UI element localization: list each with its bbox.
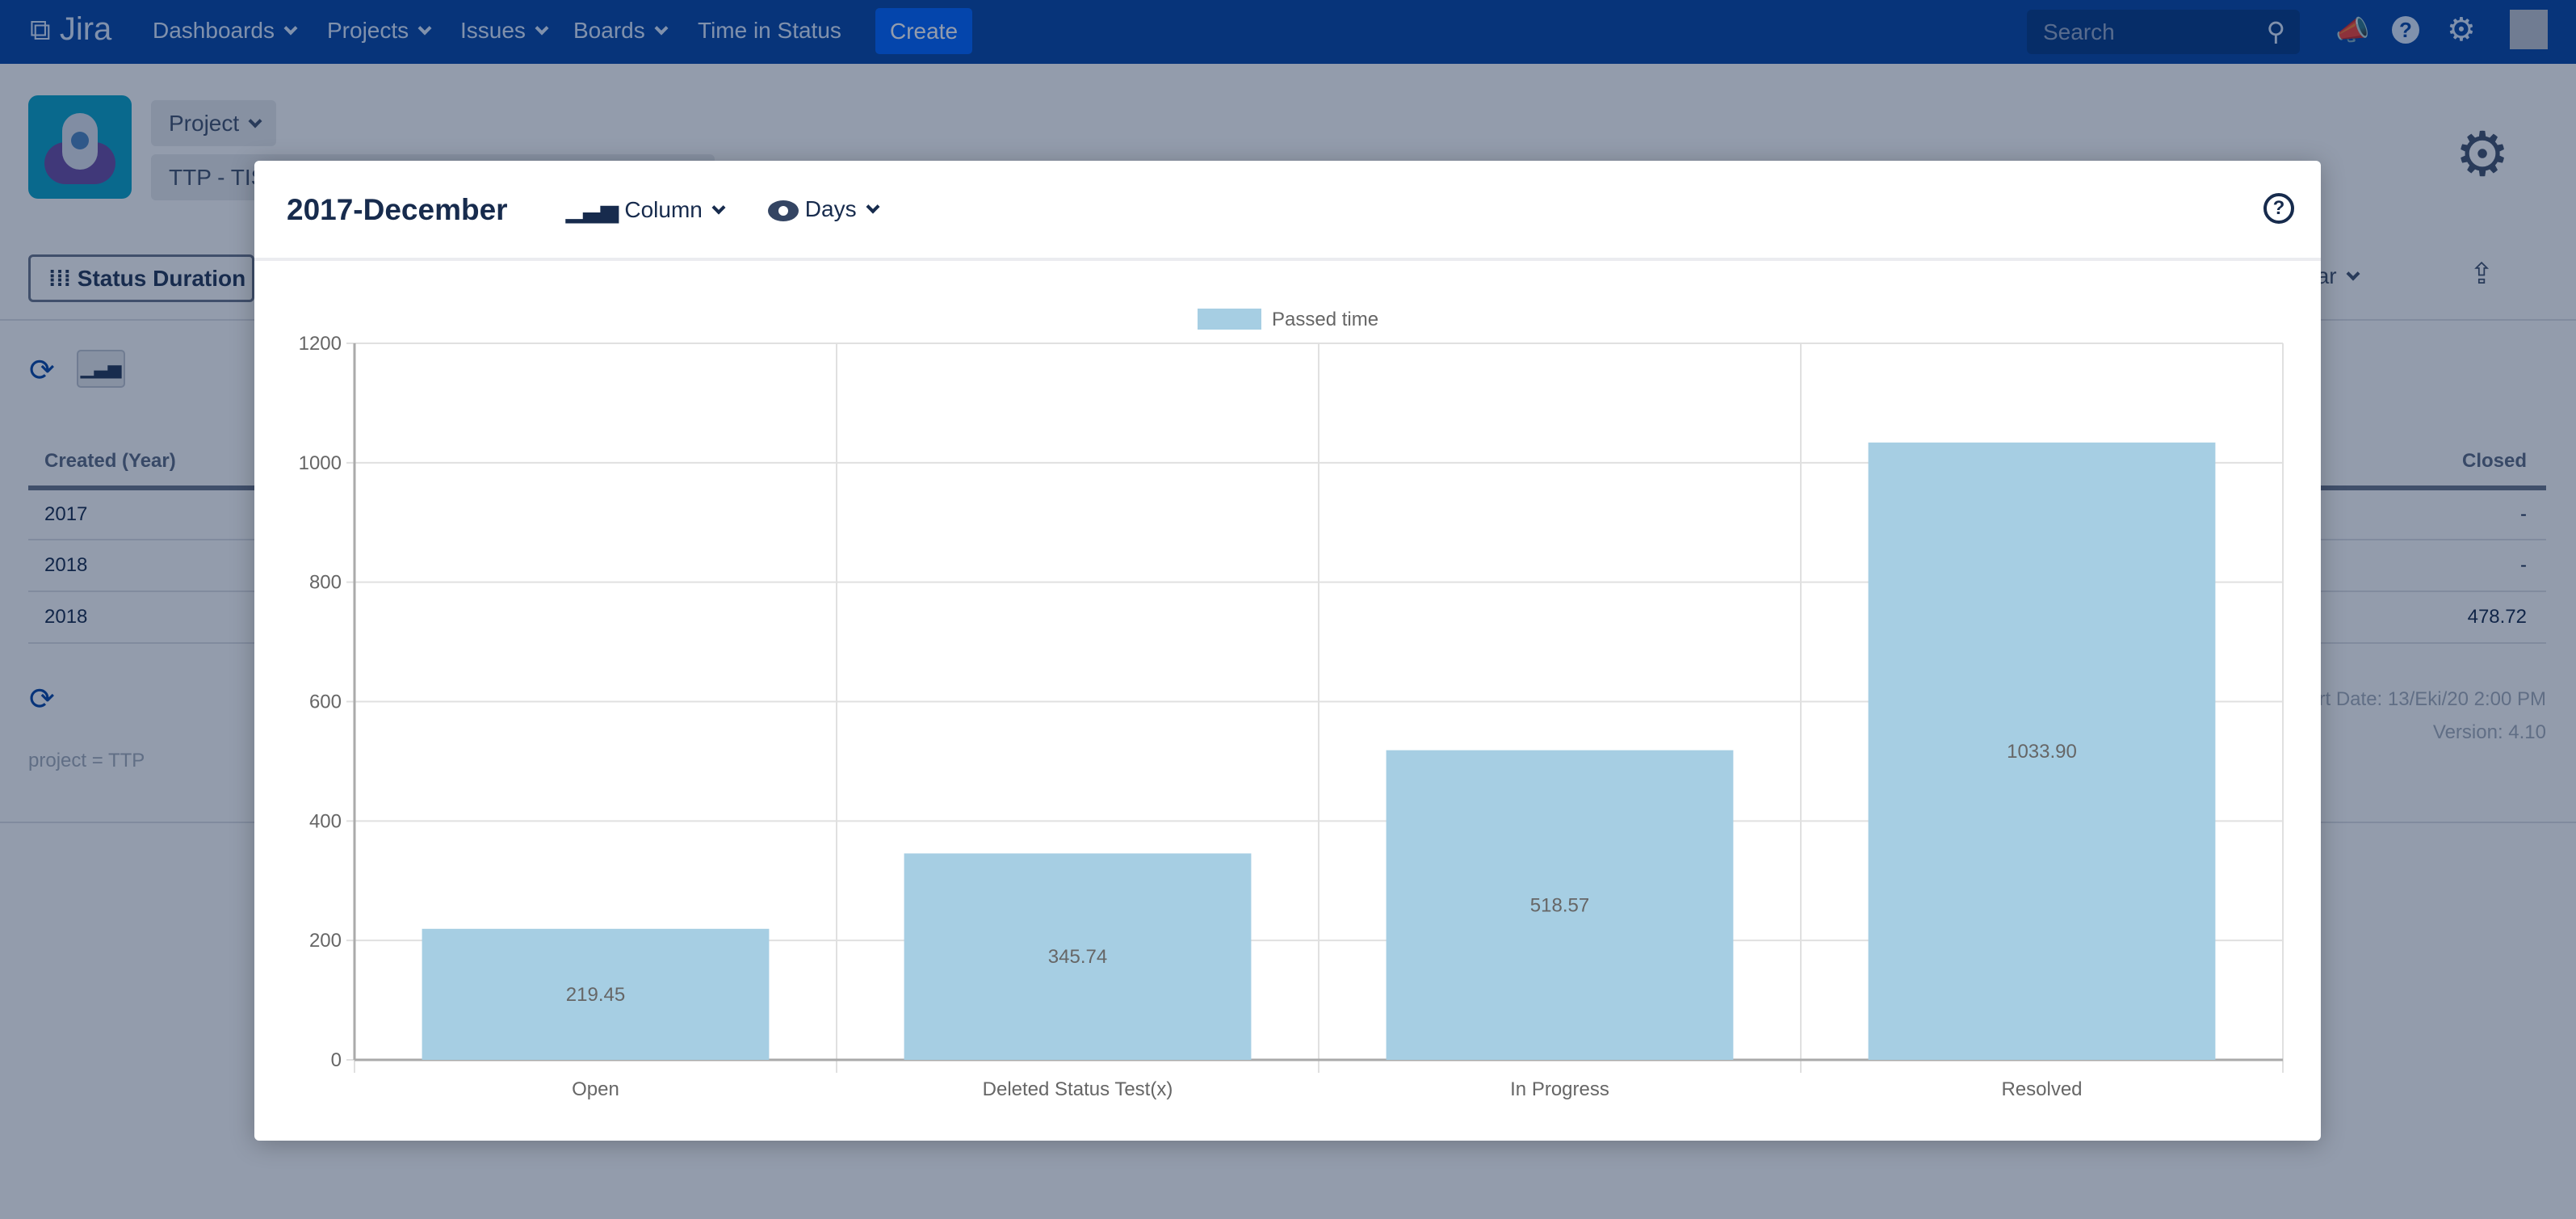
status-duration-button[interactable]: ⁞⁞⁞ Status Duration xyxy=(28,254,254,302)
chart-view-button[interactable]: ▁▃▅ xyxy=(77,350,125,388)
nav-issues[interactable]: Issues xyxy=(460,18,549,44)
chart-modal: 2017-December ▁▃▅ Column Days ? 0 200 400 6… xyxy=(254,161,2321,1141)
x-tick-label: Deleted Status Test(x) xyxy=(983,1078,1173,1100)
bar xyxy=(1386,750,1734,1060)
settings-gear-icon[interactable]: ⚙ xyxy=(2455,120,2511,189)
y-tick-label: 1000 xyxy=(299,452,342,474)
refresh-icon[interactable]: ⟳ xyxy=(29,683,55,717)
x-tick-label: In Progress xyxy=(1510,1078,1609,1100)
data-label: 345.74 xyxy=(1048,946,1107,968)
bar-chart: 0 200 400 600 800 1000 1200 219.45 Open 345.74 Del… xyxy=(299,309,2284,1100)
y-tick-label: 800 xyxy=(309,572,342,594)
version: Version: 4.10 xyxy=(2432,721,2546,743)
legend-swatch xyxy=(1198,309,1261,330)
y-tick-label: 200 xyxy=(309,930,342,952)
nav-boards[interactable]: Boards xyxy=(573,18,669,44)
y-tick-label: 400 xyxy=(309,810,342,832)
data-label: 518.57 xyxy=(1530,894,1589,916)
bar xyxy=(904,853,1252,1060)
search-icon: ⚲ xyxy=(2266,17,2285,46)
nav-dashboards[interactable]: Dashboards xyxy=(153,18,298,44)
y-tick-label: 600 xyxy=(309,691,342,713)
grid-icon: ⁞⁞⁞ xyxy=(48,266,71,291)
modal-title: 2017-December xyxy=(287,193,508,226)
legend-label: Passed time xyxy=(1272,309,1378,330)
megaphone-icon[interactable]: 📣 xyxy=(2335,15,2370,46)
jira-logo[interactable]: ⧉ Jira xyxy=(30,11,112,47)
avatar[interactable] xyxy=(2510,10,2548,49)
y-tick-label: 0 xyxy=(331,1049,342,1071)
top-navigation: ⧉ Jira Dashboards Projects Issues Boards… xyxy=(0,0,2576,64)
share-icon[interactable]: ⇪ xyxy=(2469,257,2494,290)
bar-chart-icon: ▁▃▅ xyxy=(566,197,619,222)
y-tick-label: 1200 xyxy=(299,333,342,355)
refresh-icon[interactable]: ⟳ xyxy=(29,354,55,388)
bar xyxy=(1868,442,2216,1060)
nav-projects[interactable]: Projects xyxy=(327,18,432,44)
x-tick-label: Resolved xyxy=(2001,1078,2082,1100)
project-avatar xyxy=(28,95,132,199)
jira-mark-icon: ⧉ xyxy=(30,13,51,46)
data-label: 1033.90 xyxy=(2007,741,2077,763)
unit-dropdown[interactable]: Days xyxy=(768,196,880,222)
x-tick-label: Open xyxy=(572,1078,619,1100)
project-dropdown[interactable]: Project xyxy=(151,100,276,146)
eye-icon xyxy=(768,200,799,221)
gear-icon[interactable]: ⚙ xyxy=(2447,12,2476,48)
search-input[interactable]: Search ⚲ xyxy=(2027,10,2300,54)
jql-query: project = TTP xyxy=(28,750,145,771)
bar xyxy=(422,928,770,1060)
chart-type-dropdown[interactable]: ▁▃▅ Column xyxy=(566,196,726,223)
help-icon[interactable]: ? xyxy=(2392,16,2419,44)
bar-chart-icon: ▁▃▅ xyxy=(80,358,122,378)
data-label: 219.45 xyxy=(566,984,625,1006)
nav-time-in-status[interactable]: Time in Status xyxy=(698,18,841,43)
create-button[interactable]: Create xyxy=(875,8,972,54)
help-icon[interactable]: ? xyxy=(2263,193,2294,224)
divider xyxy=(254,258,2321,261)
